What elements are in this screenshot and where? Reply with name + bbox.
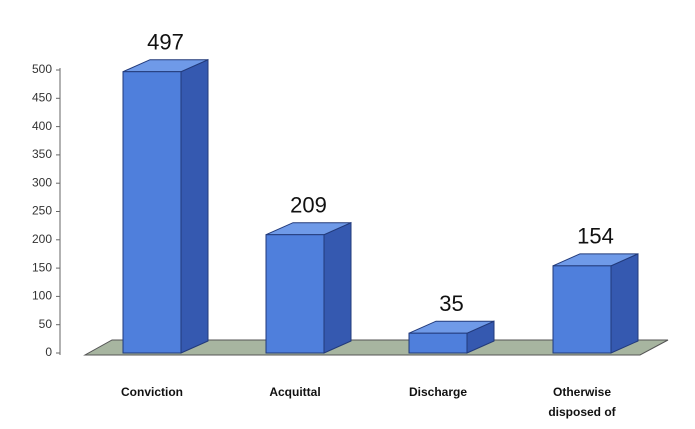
x-tick-label: Conviction [121,385,183,399]
value-label: 497 [147,30,184,55]
value-label: 209 [290,193,327,218]
y-tick-label: 50 [39,317,53,331]
bar-side [180,58,209,354]
y-tick-label: 350 [32,147,52,161]
y-tick-label: 100 [32,289,52,303]
bar [122,71,182,354]
x-tick-label: Otherwise disposed of [548,385,616,419]
y-tick-label: 500 [32,62,52,76]
bar [265,234,325,354]
y-tick-label: 400 [32,119,52,133]
y-tick-label: 150 [32,260,52,274]
floor [83,339,669,356]
bar-side [323,221,352,354]
x-tick-label: Discharge [408,385,468,399]
y-tick-label: 450 [32,90,52,104]
y-tick-label: 0 [45,345,52,359]
y-tick-label: 200 [32,232,52,246]
bar [552,265,612,354]
y-tick-label: 300 [32,175,52,189]
x-tick-label: Acquittal [269,385,321,399]
bar [408,332,468,354]
value-label: 35 [439,291,463,316]
value-label: 154 [577,224,614,249]
y-tick-label: 250 [32,204,52,218]
bar-side [610,253,639,354]
